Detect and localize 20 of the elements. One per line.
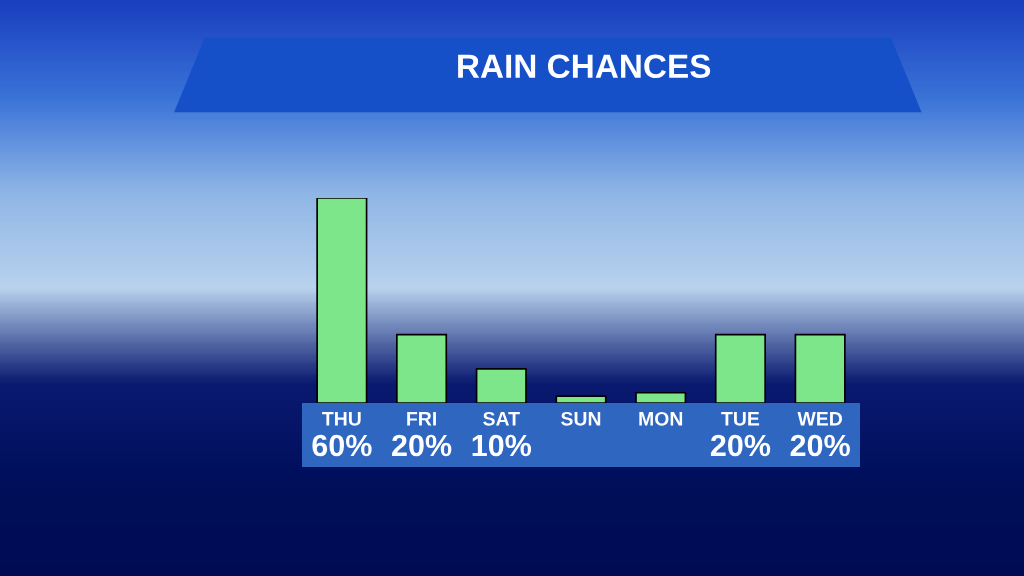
data-label: 20%	[710, 434, 771, 457]
x-tick-label: SAT	[483, 411, 520, 426]
x-tick-label: TUE	[721, 412, 760, 426]
chart-title: RAIN CHANCES	[458, 54, 711, 79]
x-tick-label: SUN	[561, 411, 601, 426]
bar	[555, 395, 607, 403]
bar	[714, 333, 766, 403]
bar	[794, 333, 846, 403]
bar	[316, 198, 368, 403]
bar	[396, 333, 448, 403]
data-label: 20%	[392, 434, 452, 457]
bar	[475, 367, 527, 403]
data-label: 60%	[312, 434, 372, 457]
data-label: 10%	[472, 434, 532, 457]
x-tick-label: THU	[322, 412, 361, 426]
x-tick-label: MON	[639, 411, 683, 426]
x-tick-label: WED	[797, 412, 843, 426]
x-tick-label: FRI	[407, 412, 436, 426]
bar	[635, 391, 687, 403]
data-label: 20%	[790, 434, 850, 457]
